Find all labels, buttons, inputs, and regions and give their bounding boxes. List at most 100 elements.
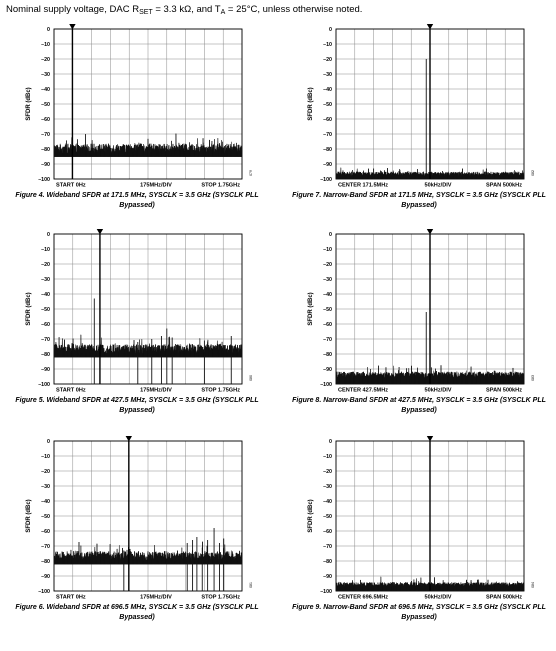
x-label-left: CENTER 427.5MHz — [338, 388, 388, 394]
figure-side-code: 082 — [531, 170, 535, 176]
marker-triangle — [96, 229, 104, 235]
marker-triangle — [426, 436, 434, 442]
y-tick-label: –100 — [38, 589, 50, 595]
plot-frame — [53, 440, 243, 592]
y-tick-label: –60 — [323, 322, 332, 328]
figure-9-caption: Figure 9. Narrow-Band SFDR at 696.5 MHz,… — [284, 603, 554, 622]
y-tick-label: –50 — [323, 102, 332, 108]
y-tick-label: –80 — [323, 147, 332, 153]
y-tick-label: 0 — [329, 439, 332, 445]
x-label-left: START 0Hz — [56, 388, 86, 394]
note-sub-a: A — [220, 9, 226, 16]
y-tick-label: –70 — [323, 544, 332, 550]
figure-7-caption-line1: Figure 7. Narrow-Band SFDR at 171.5 MHz,… — [292, 192, 546, 199]
y-tick-label: –30 — [323, 484, 332, 490]
y-tick-label: –60 — [41, 117, 50, 123]
y-tick-label: –40 — [323, 499, 332, 505]
marker-triangle — [426, 229, 434, 235]
noise-trace — [53, 541, 243, 565]
y-tick-label: 0 — [47, 232, 50, 238]
y-tick-label: –80 — [323, 559, 332, 565]
marker-triangle — [426, 24, 434, 30]
y-tick-label: –80 — [41, 147, 50, 153]
y-tick-label: –20 — [41, 262, 50, 268]
figure-4-panel: 0 –10 –20 –30 –40 –50 –60 –70 –80 –90 –100 SFDR (dB… — [2, 23, 272, 233]
y-tick-label: –40 — [41, 87, 50, 93]
y-tick-label: –10 — [323, 247, 332, 253]
figure-4-caption-line1: Figure 4. Wideband SFDR at 171.5 MHz, SY… — [15, 192, 259, 199]
plot-frame — [53, 233, 243, 385]
y-tick-label: –90 — [323, 162, 332, 168]
page-note: Nominal supply voltage, DAC RSET = 3.3 k… — [6, 4, 546, 16]
noise-trace — [335, 576, 525, 591]
y-tick-label: –50 — [41, 514, 50, 520]
figure-5-panel: 0 –10 –20 –30 –40 –50 –60 –70 –80 –90 –100 SFDR (dB… — [2, 228, 272, 438]
y-tick-label: –60 — [41, 529, 50, 535]
note-sub-set: SET — [139, 9, 153, 16]
y-tick-label: 0 — [47, 27, 50, 33]
y-tick-label: –100 — [320, 589, 332, 595]
figure-side-code: 081 — [249, 582, 253, 588]
figure-6-caption-line1: Figure 6. Wideband SFDR at 696.5 MHz, SY… — [15, 604, 259, 611]
y-tick-label: –80 — [41, 559, 50, 565]
noise-trace — [53, 334, 243, 358]
figure-9-caption-line1: Figure 9. Narrow-Band SFDR at 696.5 MHz,… — [292, 604, 546, 611]
x-label-left: CENTER 171.5MHz — [338, 183, 388, 189]
y-tick-label: –50 — [323, 307, 332, 313]
y-tick-label: –50 — [41, 307, 50, 313]
figure-9-chart: 0 –10 –20 –30 –40 –50 –60 –70 –80 –90 –100 SFDR (dB… — [308, 436, 535, 601]
note-text-mid: = 3.3 kΩ, and T — [152, 4, 221, 15]
note-text-pre: Nominal supply voltage, DAC R — [6, 4, 140, 15]
y-tick-label: –40 — [41, 292, 50, 298]
y-tick-label: –50 — [41, 102, 50, 108]
y-tick-label: –10 — [41, 247, 50, 253]
y-tick-label: –70 — [323, 337, 332, 343]
y-axis-label: SFDR (dBc) — [26, 87, 32, 120]
marker-triangle — [69, 24, 76, 30]
figure-side-code: 083 — [531, 375, 535, 381]
x-label-right: STOP 1.75GHz — [201, 183, 240, 189]
y-tick-label: –60 — [41, 322, 50, 328]
figure-9-caption-line2: Bypassed) — [401, 613, 437, 621]
y-tick-label: –40 — [323, 292, 332, 298]
x-label-right: SPAN 500kHz — [486, 183, 522, 189]
noise-trace — [53, 133, 243, 157]
y-axis-label: SFDR (dBc) — [308, 499, 314, 532]
x-label-right: STOP 1.75GHz — [201, 388, 240, 394]
x-label-right: SPAN 500kHz — [486, 595, 522, 601]
y-tick-label: –90 — [323, 367, 332, 373]
y-tick-label: –90 — [41, 162, 50, 168]
figure-4-caption: Figure 4. Wideband SFDR at 171.5 MHz, SY… — [2, 191, 272, 210]
marker-triangle — [125, 436, 133, 442]
y-axis-label: SFDR (dBc) — [308, 292, 314, 325]
y-tick-label: –40 — [41, 499, 50, 505]
y-tick-label: –90 — [323, 574, 332, 580]
x-label-right: STOP 1.75GHz — [201, 595, 240, 601]
y-tick-label: –10 — [323, 42, 332, 48]
y-tick-label: –20 — [41, 57, 50, 63]
y-tick-label: –50 — [323, 514, 332, 520]
x-label-left: START 0Hz — [56, 595, 86, 601]
y-tick-label: –30 — [323, 277, 332, 283]
x-label-right: SPAN 500kHz — [486, 388, 522, 394]
figure-6-caption: Figure 6. Wideband SFDR at 696.5 MHz, SY… — [2, 603, 272, 622]
y-tick-label: –30 — [41, 72, 50, 78]
y-tick-label: –70 — [323, 132, 332, 138]
y-tick-label: –30 — [41, 277, 50, 283]
y-tick-label: –20 — [323, 469, 332, 475]
figure-6-panel: 0 –10 –20 –30 –40 –50 –60 –70 –80 –90 –100 SFDR (dB… — [2, 435, 272, 645]
figure-5-caption: Figure 5. Wideband SFDR at 427.5 MHz, SY… — [2, 396, 272, 415]
figure-7-caption-line2: Bypassed) — [401, 201, 437, 209]
figure-4-chart: 0 –10 –20 –30 –40 –50 –60 –70 –80 –90 –100 SFDR (dB… — [26, 24, 253, 189]
x-label-center: 50kHz/DIV — [424, 183, 451, 189]
figure-side-code: 079 — [249, 170, 253, 176]
y-axis-label: SFDR (dBc) — [26, 499, 32, 532]
y-axis-label: SFDR (dBc) — [308, 87, 314, 120]
y-tick-label: –100 — [320, 382, 332, 388]
y-tick-label: –40 — [323, 87, 332, 93]
y-tick-label: –80 — [323, 352, 332, 358]
figure-side-code: 084 — [531, 582, 535, 588]
y-tick-label: –30 — [41, 484, 50, 490]
figure-5-chart: 0 –10 –20 –30 –40 –50 –60 –70 –80 –90 –100 SFDR (dB… — [26, 229, 253, 394]
y-tick-label: –60 — [323, 529, 332, 535]
